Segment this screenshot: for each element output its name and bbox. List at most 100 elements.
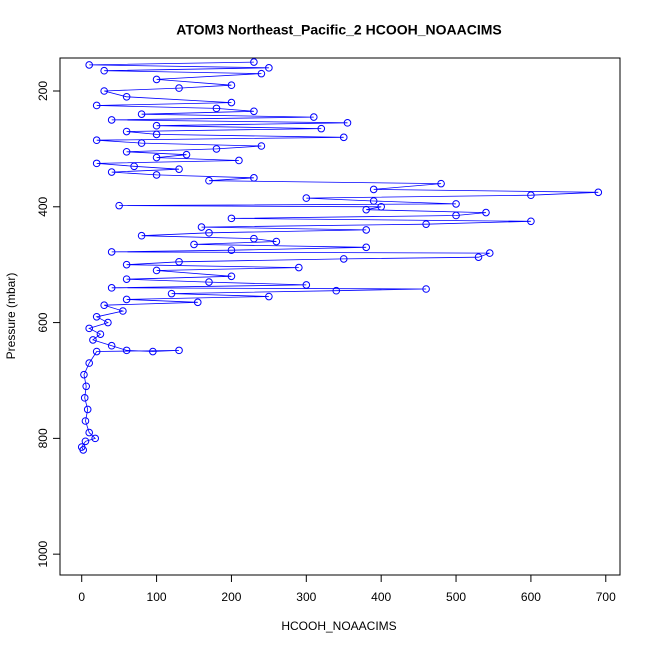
data-point xyxy=(85,324,93,333)
data-point xyxy=(197,223,206,231)
data-point xyxy=(175,257,183,266)
data-point xyxy=(317,124,326,133)
data-point xyxy=(377,202,385,211)
data-point xyxy=(485,249,494,257)
data-point xyxy=(100,87,108,95)
data-point xyxy=(527,191,535,200)
data-point xyxy=(362,226,371,234)
data-point xyxy=(130,162,138,171)
data-point xyxy=(182,150,191,159)
data-point xyxy=(152,153,161,162)
chart-title: ATOM3 Northeast_Pacific_2 HCOOH_NOAACIMS xyxy=(176,22,501,38)
data-point xyxy=(137,110,146,118)
data-point xyxy=(152,171,161,179)
data-point xyxy=(272,237,281,246)
data-point xyxy=(250,234,258,243)
data-point xyxy=(235,156,243,165)
data-point xyxy=(265,64,273,72)
data-point xyxy=(122,127,131,136)
data-point xyxy=(295,263,303,272)
data-point xyxy=(122,260,131,269)
data-point xyxy=(250,107,258,116)
data-point xyxy=(85,428,93,437)
data-point xyxy=(175,84,183,92)
data-point xyxy=(100,301,108,310)
data-point xyxy=(152,130,161,139)
data-point xyxy=(527,217,535,226)
data-point xyxy=(92,312,101,321)
data-point xyxy=(227,246,236,255)
data-point xyxy=(343,119,352,127)
data-point xyxy=(452,200,460,208)
data-point xyxy=(190,240,198,249)
data-point xyxy=(422,285,430,293)
data-point xyxy=(212,104,221,113)
data-point xyxy=(137,231,146,240)
data-point xyxy=(122,346,131,355)
data-point xyxy=(437,179,445,188)
data-point xyxy=(227,214,236,223)
data-point xyxy=(85,359,93,367)
data-point xyxy=(250,58,258,66)
data-point xyxy=(193,298,202,307)
x-tick-label: 200 xyxy=(221,590,241,604)
data-point xyxy=(82,382,91,391)
plot-frame xyxy=(59,57,621,576)
data-point xyxy=(115,201,123,210)
data-point xyxy=(80,370,88,379)
x-axis-label: HCOOH_NOAACIMS xyxy=(281,619,396,633)
data-point xyxy=(85,61,93,69)
data-point xyxy=(205,229,213,237)
data-point xyxy=(212,145,221,153)
data-point xyxy=(89,336,97,344)
data-point xyxy=(152,121,161,130)
data-point xyxy=(227,272,236,281)
data-point xyxy=(91,434,99,443)
data-point xyxy=(167,289,176,298)
data-point xyxy=(104,318,112,327)
data-point xyxy=(92,101,101,110)
data-point xyxy=(257,142,266,150)
data-point xyxy=(122,147,131,156)
x-tick-label: 500 xyxy=(446,590,466,604)
y-tick-label: 600 xyxy=(36,312,50,332)
data-point xyxy=(205,176,213,185)
data-point xyxy=(369,197,378,205)
data-line xyxy=(81,61,599,451)
data-point xyxy=(122,295,131,304)
data-point xyxy=(107,341,116,350)
data-point xyxy=(362,205,371,214)
data-point xyxy=(309,113,318,121)
data-point xyxy=(96,330,105,338)
data-point xyxy=(482,208,490,217)
data-point xyxy=(137,139,146,147)
data-point xyxy=(107,168,116,176)
data-point xyxy=(452,211,460,220)
x-tick-label: 0 xyxy=(78,590,85,604)
data-point xyxy=(152,266,161,275)
y-tick-label: 1000 xyxy=(36,540,50,567)
data-point xyxy=(175,346,183,355)
data-point xyxy=(119,307,127,315)
data-point xyxy=(594,188,603,197)
data-point xyxy=(92,136,101,145)
x-tick-label: 300 xyxy=(296,590,316,604)
data-point xyxy=(265,292,273,301)
data-point xyxy=(107,284,116,292)
data-point xyxy=(175,165,183,173)
data-point xyxy=(362,243,371,252)
data-point xyxy=(227,81,236,90)
data-point xyxy=(81,417,90,425)
data-point xyxy=(152,75,161,84)
data-point xyxy=(257,69,266,78)
data-point xyxy=(205,278,213,286)
y-tick-label: 200 xyxy=(36,81,50,101)
data-point xyxy=(83,405,92,414)
data-point xyxy=(107,116,116,124)
x-tick-label: 600 xyxy=(521,590,541,604)
data-point xyxy=(122,92,131,101)
data-point xyxy=(332,286,341,295)
data-point xyxy=(369,185,378,194)
data-point xyxy=(474,253,483,261)
